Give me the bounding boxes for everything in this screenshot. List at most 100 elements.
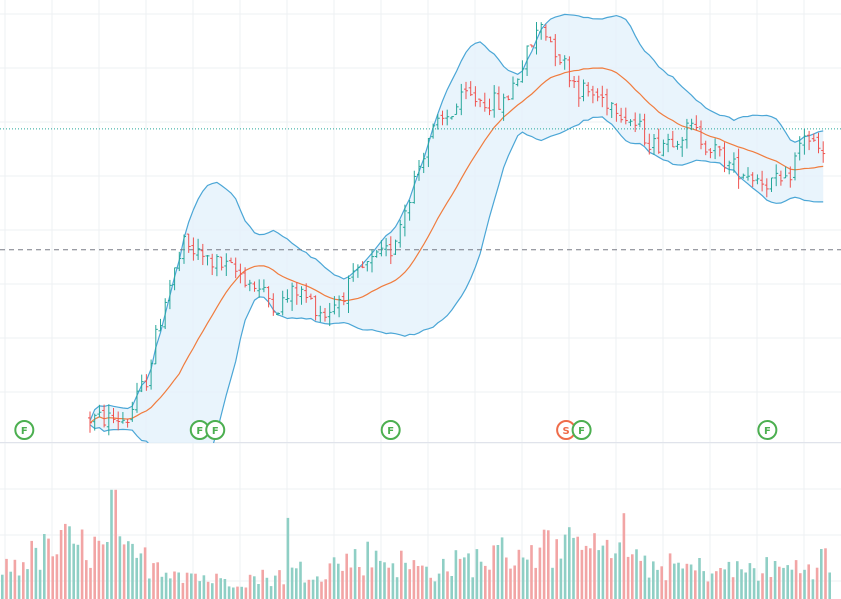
- ohlc-bar: [182, 234, 186, 264]
- volume-bar: [652, 561, 655, 599]
- volume-bar: [127, 541, 130, 599]
- ohlc-bar: [210, 253, 215, 276]
- ohlc-bar: [637, 113, 642, 128]
- volume-bar: [22, 562, 25, 599]
- volume-bar: [97, 540, 101, 599]
- volume-bar: [358, 567, 361, 599]
- volume-bar: [660, 566, 663, 599]
- volume-bar: [316, 576, 319, 599]
- volume-bar: [761, 573, 764, 599]
- event-marker-circle: [205, 420, 226, 440]
- volume-bar: [379, 560, 382, 599]
- ohlc-bar: [252, 281, 257, 292]
- volume-bar: [341, 570, 344, 599]
- ohlc-bar: [539, 22, 544, 40]
- volume-bar: [324, 579, 327, 599]
- ohlc-bar: [464, 81, 468, 100]
- ohlc-bar: [661, 139, 666, 157]
- ohlc-bar: [407, 199, 412, 221]
- ohlc-bar: [374, 249, 379, 258]
- volume-bar: [51, 556, 54, 599]
- volume-bar: [479, 561, 483, 599]
- ohlc-bar: [586, 82, 591, 97]
- volume-bar: [101, 544, 105, 599]
- volume-bar: [748, 563, 752, 599]
- volume-bar: [185, 572, 189, 599]
- ohlc-bar: [257, 279, 262, 298]
- volume-chart[interactable]: [0, 443, 841, 599]
- ohlc-bar: [741, 173, 746, 179]
- ohlc-bar: [290, 282, 295, 311]
- ohlc-bar: [402, 204, 407, 237]
- event-marker-label: F: [387, 426, 394, 437]
- bollinger-lower-line: [89, 116, 824, 443]
- event-marker: S: [556, 420, 577, 440]
- volume-bar: [148, 578, 151, 599]
- ohlc-bar: [506, 95, 511, 101]
- ohlc-bar: [807, 130, 812, 151]
- ohlc-bar: [341, 292, 346, 306]
- volume-bar: [794, 560, 798, 599]
- ohlc-bar: [628, 119, 633, 127]
- volume-bar: [17, 575, 21, 599]
- volume-bar: [820, 549, 823, 599]
- volume-bar: [576, 536, 579, 599]
- ohlc-bar: [167, 279, 172, 310]
- volume-bar: [505, 557, 508, 599]
- volume-bar: [307, 579, 311, 599]
- volume-bar: [160, 576, 164, 599]
- bollinger-upper-line: [89, 13, 824, 422]
- volume-bar: [190, 573, 193, 599]
- bollinger-band-fill: [90, 14, 824, 443]
- ohlc-bar: [647, 133, 652, 155]
- ohlc-bar: [266, 286, 271, 308]
- ohlc-bar: [562, 55, 567, 70]
- volume-bar: [668, 553, 672, 599]
- volume-bar: [744, 572, 747, 599]
- volume-bar: [769, 577, 773, 599]
- ohlc-bar: [370, 249, 374, 273]
- volume-bar: [433, 581, 437, 599]
- ohlc-bar: [609, 101, 614, 118]
- volume-bar: [647, 577, 651, 599]
- volume-bar: [404, 562, 407, 599]
- event-marker: F: [380, 420, 401, 440]
- ohlc-bar: [708, 148, 713, 159]
- ohlc-bar: [172, 267, 177, 291]
- ohlc-bar: [200, 243, 205, 266]
- volume-bar: [593, 533, 596, 599]
- ohlc-bar: [774, 164, 779, 187]
- ohlc-bar: [811, 133, 816, 142]
- volume-bar: [26, 569, 29, 599]
- ohlc-bar: [816, 132, 821, 154]
- volume-bar: [43, 534, 46, 599]
- ohlc-bar: [365, 261, 370, 272]
- ohlc-bar: [473, 86, 478, 107]
- ohlc-bar: [736, 148, 741, 189]
- ohlc-bar: [600, 85, 605, 108]
- volume-bar: [366, 541, 369, 599]
- volume-bar: [694, 570, 697, 599]
- volume-bar: [786, 565, 789, 599]
- volume-bar: [299, 561, 302, 599]
- ohlc-bar: [797, 136, 802, 161]
- volume-bar: [702, 571, 705, 599]
- volume-bar: [173, 571, 176, 599]
- volume-bar: [164, 572, 168, 599]
- ohlc-bar: [111, 408, 116, 424]
- ohlc-bar: [440, 110, 445, 126]
- volume-bar: [421, 565, 424, 599]
- volume-bar: [278, 570, 281, 599]
- ohlc-bar: [619, 107, 624, 123]
- ohlc-bar: [459, 83, 464, 116]
- volume-bar: [269, 586, 273, 599]
- volume-bar: [526, 559, 529, 599]
- volume-bar: [681, 568, 684, 599]
- volume-bar: [559, 558, 563, 599]
- volume-bar: [757, 580, 760, 599]
- volume-bar: [803, 569, 806, 599]
- volume-bar: [765, 557, 768, 599]
- ohlc-bar: [351, 263, 356, 282]
- volume-bar: [110, 489, 113, 599]
